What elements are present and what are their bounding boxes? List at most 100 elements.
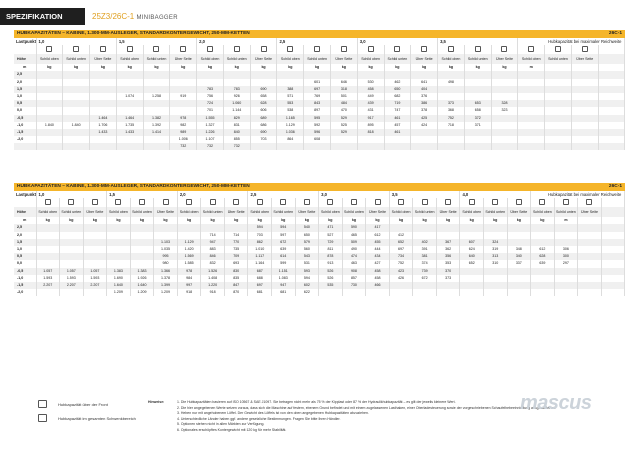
radius-header: 3,0	[357, 38, 439, 46]
value-cell: 2.207	[59, 281, 84, 290]
hook-front-icon	[474, 46, 481, 53]
value-cell	[601, 260, 626, 268]
value-cell	[459, 231, 484, 239]
value-cell: 599	[271, 260, 296, 268]
value-cell	[330, 136, 358, 144]
subheader-cell: Schild oben	[459, 207, 484, 218]
value-cell	[491, 128, 519, 137]
value-cell	[571, 92, 599, 101]
value-cell: 857	[342, 274, 367, 282]
value-cell: 883	[200, 245, 225, 254]
value-cell	[89, 143, 117, 151]
value-cell	[437, 92, 465, 101]
value-cell	[83, 260, 108, 268]
value-cell: 1.383	[130, 267, 155, 275]
value-cell: 318	[330, 85, 358, 93]
unit-cell	[598, 64, 626, 72]
height-cell: -2,0	[14, 136, 37, 144]
value-cell	[544, 114, 572, 122]
value-cell: 381	[412, 253, 437, 261]
value-cell	[36, 260, 61, 268]
value-cell	[544, 136, 572, 144]
hook-front-icon	[138, 199, 145, 206]
subheader-cell: Über Seite	[295, 207, 320, 218]
unit-cell: kg	[437, 64, 465, 72]
value-cell	[410, 143, 439, 151]
unit-cell	[571, 64, 599, 72]
value-cell: 724	[196, 100, 224, 108]
value-cell	[143, 136, 171, 144]
radius-header: 2,5	[276, 38, 358, 46]
value-cell	[517, 136, 546, 144]
table-row: 1,0 1.074 1.258 919 756 926 658 571 769 501 449 682…	[14, 92, 626, 101]
subheader-cell: Über Seite	[224, 207, 249, 218]
value-cell: 682	[384, 92, 412, 101]
value-cell: 471	[318, 224, 343, 232]
value-cell	[554, 274, 579, 282]
unit-cell	[601, 217, 626, 225]
note-item: 2. Die hier angegebenen Werte setzen vor…	[177, 405, 556, 410]
value-cell: 340	[507, 253, 532, 261]
value-cell: 608	[303, 136, 331, 144]
radius-header: 2,0	[177, 191, 249, 199]
value-cell: 1.220	[200, 281, 225, 290]
value-cell: 313	[483, 253, 508, 261]
note-item: 6. Optionales erschöpftes Kontergewicht …	[177, 427, 287, 432]
value-cell	[598, 85, 626, 93]
subheader-cell: Über Seite	[89, 54, 117, 65]
value-cell: 672	[412, 274, 437, 282]
value-cell: 535	[318, 281, 343, 290]
value-cell	[544, 100, 572, 108]
table-row: 2,5 594 594 540 471 590 417	[14, 224, 626, 232]
value-cell: 597	[271, 231, 296, 239]
table-row: 2,5	[14, 71, 626, 79]
value-cell	[577, 260, 602, 268]
header-row: Lastpunkt 1,0 1,5 2,0 2,5 3,0 3,5 Hubkapazität …	[14, 38, 626, 46]
value-cell	[116, 85, 144, 93]
value-cell: 337	[507, 260, 532, 268]
value-cell: 1.226	[196, 128, 224, 137]
value-cell	[598, 100, 626, 108]
value-cell: 730	[342, 281, 367, 290]
value-cell: 323	[491, 107, 519, 115]
value-cell	[223, 71, 251, 79]
value-cell: 1.408	[200, 274, 225, 282]
table-row: 0,0 980 1.585 832 693 1.164 599 531 913 463 427 752…	[14, 260, 626, 268]
value-cell: 1.129	[177, 238, 202, 246]
value-cell	[464, 71, 492, 79]
value-cell: 484	[330, 100, 358, 108]
value-cell: 1.074	[116, 92, 144, 101]
legend-text-swing: Hubkapazität im gesamten Schwenkbereich	[58, 416, 136, 421]
value-cell: 732	[196, 143, 224, 151]
hook-front-icon	[398, 199, 405, 206]
value-cell	[89, 107, 117, 115]
value-cell	[459, 289, 484, 297]
value-cell	[437, 143, 465, 151]
value-cell	[177, 224, 202, 232]
value-cell	[62, 85, 91, 93]
value-cell	[116, 100, 144, 108]
value-cell	[303, 71, 331, 79]
value-cell	[130, 224, 155, 232]
value-cell: 1.209	[153, 289, 178, 297]
value-cell: 918	[200, 289, 225, 297]
value-cell	[330, 143, 358, 151]
value-cell	[89, 71, 117, 79]
value-cell: 1.010	[247, 245, 273, 254]
value-cell	[143, 107, 171, 115]
value-cell: 1.690	[106, 274, 131, 282]
value-cell	[106, 238, 131, 246]
hook-front-icon	[367, 46, 374, 53]
unit-cell: kg	[177, 217, 202, 225]
unit-cell: kg	[250, 64, 278, 72]
value-cell	[517, 100, 546, 108]
value-cell: 386	[410, 100, 439, 108]
value-cell: 652	[389, 238, 414, 246]
value-cell: 1.057	[59, 267, 84, 275]
value-cell: 461	[384, 128, 412, 137]
value-cell	[83, 289, 108, 297]
value-cell	[169, 71, 198, 79]
value-cell	[483, 274, 508, 282]
value-cell: 607	[459, 238, 484, 246]
value-cell: 739	[412, 267, 437, 275]
